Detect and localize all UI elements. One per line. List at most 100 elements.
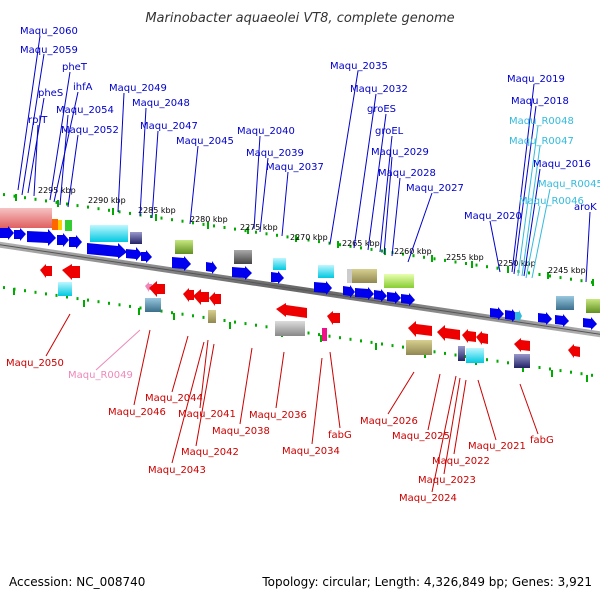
gene-label[interactable]: Maqu_2046 [108, 407, 166, 418]
gene-label[interactable]: Maqu_2034 [282, 446, 340, 457]
gene-arrow [476, 331, 488, 345]
forward-genes [0, 208, 600, 330]
tick-mark [570, 277, 572, 281]
gene-label[interactable]: groEL [375, 126, 404, 137]
gene-label[interactable]: Maqu_2025 [392, 431, 450, 442]
leader-line [427, 373, 441, 431]
gene-box [273, 258, 286, 270]
gene-label[interactable]: Maqu_2048 [132, 98, 190, 109]
gene-arrow [149, 281, 165, 297]
scale-label: 2250 kbp [498, 259, 536, 268]
tick-mark [339, 243, 341, 247]
gene-label[interactable]: Maqu_2026 [360, 416, 418, 427]
gene-box [145, 298, 161, 312]
tick-mark [108, 301, 110, 305]
gene-label[interactable]: Maqu_R0045 [538, 179, 600, 190]
gene-label[interactable]: Maqu_2050 [6, 358, 64, 369]
tick-mark [318, 240, 320, 244]
gene-label[interactable]: Maqu_2032 [350, 84, 408, 95]
gene-label[interactable]: Maqu_2039 [246, 148, 304, 159]
leader-line [139, 107, 147, 217]
gene-label[interactable]: Maqu_2035 [330, 61, 388, 72]
major-tick [551, 370, 553, 377]
leader-line [387, 371, 415, 415]
gene-label[interactable]: Maqu_R0048 [509, 116, 574, 127]
gene-label[interactable]: rplT [28, 115, 48, 126]
gene-label[interactable]: Maqu_2049 [109, 83, 167, 94]
gene-label[interactable]: fabG [530, 435, 554, 446]
gene-label[interactable]: Maqu_2047 [140, 121, 198, 132]
major-tick [471, 261, 473, 268]
gene-label[interactable]: Maqu_2019 [507, 74, 565, 85]
gene-arrow [271, 271, 284, 284]
gene-label[interactable]: Maqu_2040 [237, 126, 295, 137]
gene-box [347, 269, 352, 283]
gene-label[interactable]: Maqu_R0046 [519, 196, 584, 207]
gene-label[interactable]: Maqu_2018 [511, 96, 569, 107]
tick-mark [118, 303, 121, 307]
major-tick [586, 375, 588, 382]
gene-label[interactable]: Maqu_2016 [533, 159, 591, 170]
gene-arrow [314, 281, 332, 295]
leader-line [329, 351, 341, 429]
gene-label[interactable]: Maqu_2054 [56, 105, 114, 116]
gene-label[interactable]: Maqu_2042 [181, 447, 239, 458]
gene-label[interactable]: Maqu_2045 [176, 136, 234, 147]
leader-line [53, 91, 79, 203]
gene-labels: Maqu_2060 Maqu_2059 pheT pheS ihfA Maqu_2054r… [6, 26, 600, 504]
tick-mark [496, 266, 499, 270]
tick-mark [192, 221, 194, 225]
gene-label[interactable]: Maqu_2043 [148, 465, 206, 476]
gene-label[interactable]: aroK [574, 202, 597, 213]
gene-label[interactable]: Maqu_2029 [371, 147, 429, 158]
tick-mark [496, 359, 499, 363]
gene-label[interactable]: Maqu_2036 [249, 410, 307, 421]
tick-mark [244, 322, 247, 326]
tick-mark [339, 336, 341, 340]
tick-mark [244, 229, 247, 233]
gene-label[interactable]: Maqu_R0047 [509, 136, 574, 147]
gene-box [466, 348, 484, 363]
gene-label[interactable]: pheT [62, 62, 88, 73]
leader-line [117, 92, 125, 213]
tick-mark [381, 342, 383, 346]
gene-label[interactable]: Maqu_2027 [406, 183, 464, 194]
gene-box [586, 299, 600, 313]
gene-label[interactable]: fabG [328, 430, 352, 441]
major-tick [155, 214, 157, 221]
tick-mark [507, 361, 509, 365]
gene-label[interactable]: Maqu_2060 [20, 26, 78, 37]
gene-label[interactable]: groES [367, 104, 396, 115]
major-tick [431, 255, 433, 262]
gene-label[interactable]: Maqu_2021 [468, 441, 526, 452]
gene-label[interactable]: Maqu_2020 [464, 211, 522, 222]
gene-label[interactable]: Maqu_R0049 [68, 370, 133, 381]
gene-label[interactable]: Maqu_2023 [418, 475, 476, 486]
gene-label[interactable]: Maqu_2038 [212, 426, 270, 437]
major-tick [295, 235, 297, 242]
gene-label[interactable]: ihfA [73, 82, 93, 93]
tick-mark [150, 215, 152, 218]
reverse-genes [40, 264, 580, 368]
tick-mark [318, 333, 320, 337]
gene-label[interactable]: Maqu_2052 [61, 125, 119, 136]
major-tick [547, 272, 549, 279]
tick-mark [45, 292, 47, 296]
leader-line [519, 383, 539, 435]
gene-label[interactable]: Maqu_2044 [145, 393, 203, 404]
leader-line [585, 211, 591, 283]
gene-label[interactable]: Maqu_2059 [20, 45, 78, 56]
gene-box [0, 208, 52, 228]
gene-label[interactable]: Maqu_2024 [399, 493, 457, 504]
gene-arrow [401, 293, 415, 306]
tick-mark [433, 350, 436, 354]
gene-label[interactable]: Maqu_2022 [432, 456, 490, 467]
tick-mark [118, 210, 121, 214]
gene-label[interactable]: pheS [38, 88, 63, 99]
tick-mark [181, 312, 184, 316]
gene-label[interactable]: Maqu_2041 [178, 409, 236, 420]
gene-label[interactable]: Maqu_2037 [266, 162, 324, 173]
label-leader-lines [17, 35, 591, 493]
tick-mark [402, 345, 404, 349]
gene-label[interactable]: Maqu_2028 [378, 168, 436, 179]
